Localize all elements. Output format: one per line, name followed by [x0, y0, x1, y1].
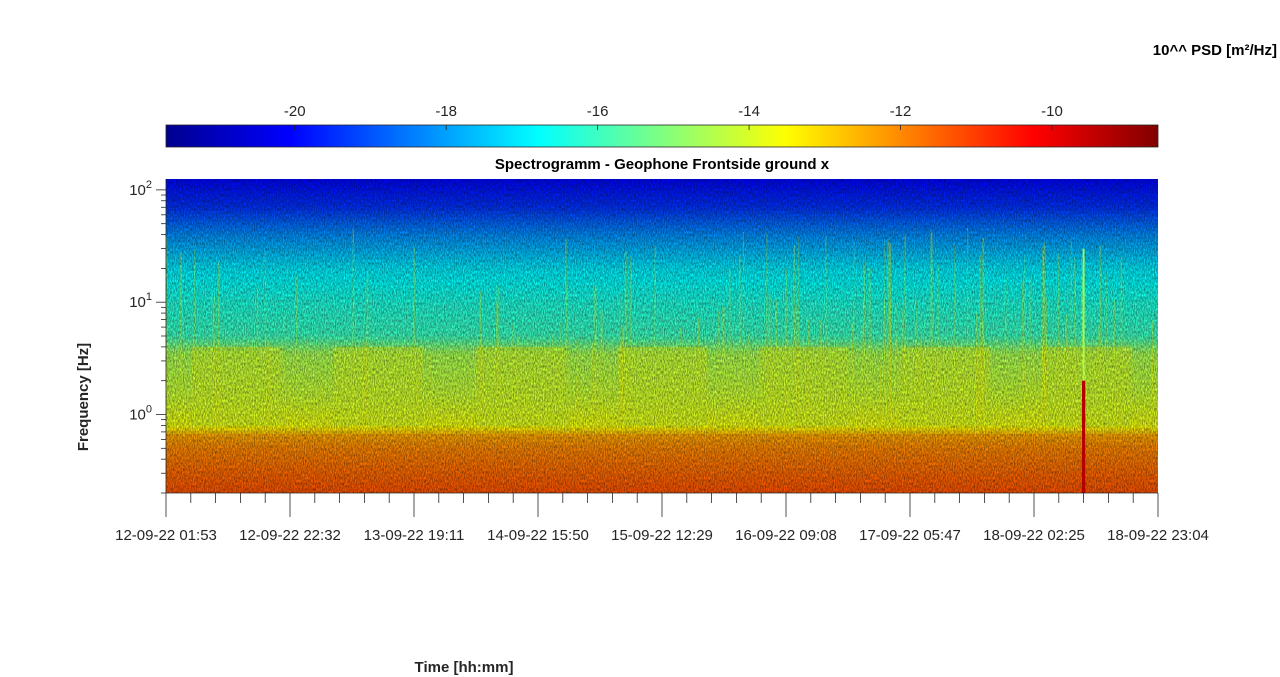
colorbar-tick-label: -18 — [435, 103, 457, 120]
x-tick-label: 12-09-22 22:32 — [239, 527, 341, 544]
colorbar-ticks — [294, 125, 1053, 130]
x-axis-ticks — [165, 493, 1159, 517]
colorbar-label: 10^^ PSD [m²/Hz] — [1153, 42, 1277, 59]
spectrogram-plot — [166, 179, 1158, 493]
x-tick-label: 14-09-22 15:50 — [487, 527, 589, 544]
colorbar-tick-label: -10 — [1041, 103, 1063, 120]
x-tick-label: 13-09-22 19:11 — [364, 527, 465, 544]
x-tick-label: 16-09-22 09:08 — [735, 527, 837, 544]
y-tick-label: 100 — [129, 404, 152, 424]
y-tick-label: 102 — [129, 179, 152, 199]
chart-title: Spectrogramm - Geophone Frontside ground… — [495, 156, 830, 173]
y-axis-label: Frequency [Hz] — [75, 343, 92, 451]
x-axis-label: Time [hh:mm] — [415, 659, 514, 676]
y-axis-tick-labels: 100 101 102 — [129, 179, 152, 424]
colorbar-tick-label: -20 — [284, 103, 306, 120]
colorbar-tick-label: -14 — [738, 103, 760, 120]
x-axis-tick-labels: 12-09-22 01:53 12-09-22 22:32 13-09-22 19:… — [115, 527, 1209, 544]
colorbar-tick-label: -16 — [587, 103, 609, 120]
x-tick-label: 18-09-22 23:04 — [1107, 527, 1209, 544]
colorbar-tick-label: -12 — [890, 103, 912, 120]
x-tick-label: 17-09-22 05:47 — [859, 527, 961, 544]
event-trace — [1082, 248, 1085, 381]
colorbar-tick-labels: -20 -18 -16 -14 -12 -10 — [284, 103, 1063, 120]
colorbar — [165, 124, 1159, 148]
spectrogram-events — [1082, 248, 1086, 493]
y-tick-label: 101 — [129, 291, 152, 311]
spectrogram-speckle — [166, 179, 1158, 493]
y-axis-ticks — [156, 189, 166, 494]
event-peak — [1082, 380, 1086, 493]
x-tick-label: 15-09-22 12:29 — [611, 527, 713, 544]
x-tick-label: 12-09-22 01:53 — [115, 527, 217, 544]
x-tick-label: 18-09-22 02:25 — [983, 527, 1085, 544]
